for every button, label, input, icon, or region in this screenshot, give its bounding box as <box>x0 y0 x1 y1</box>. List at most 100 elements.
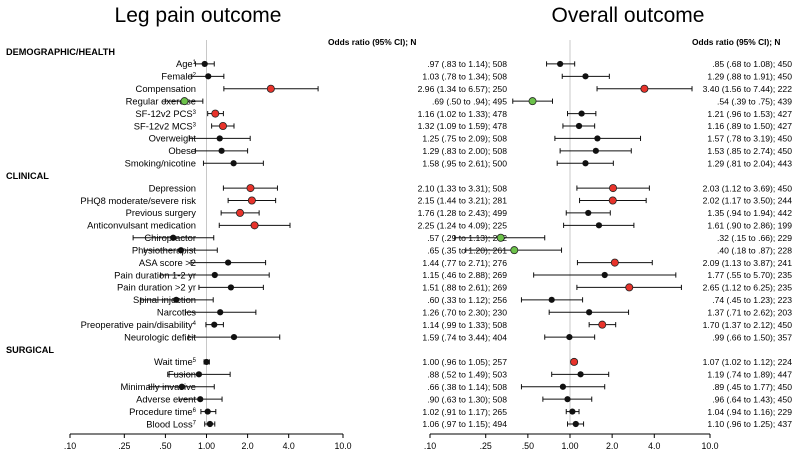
row-label-text: Previous surgery <box>126 207 197 218</box>
ci-value-text: 2.25 (1.24 to 4.09); 225 <box>418 221 508 231</box>
point-estimate <box>211 321 218 328</box>
leg-pain-panel: Leg pain outcome Odds ratio (95% CI); N .1… <box>6 4 507 451</box>
row-label-footnote: 5 <box>193 358 197 364</box>
point-estimate <box>227 284 235 291</box>
point-estimate <box>564 396 571 403</box>
row-label-footnote: 3 <box>193 122 197 128</box>
ci-column-header: Odds ratio (95% CI); N <box>692 37 780 47</box>
row-label: Procedure time6 <box>129 406 197 417</box>
row-label-footnote: 4 <box>193 321 197 327</box>
ci-value-text: 1.16 (.89 to 1.50); 427 <box>707 121 792 131</box>
point-estimate <box>230 333 238 341</box>
row-label: Compensation <box>136 83 196 94</box>
row-label: Preoperative pain/disability4 <box>81 319 197 330</box>
point-estimate <box>595 222 603 229</box>
x-tick-label: 2.0 <box>241 441 253 451</box>
ci-value-text: 1.44 (.77 to 2.71); 276 <box>422 258 507 268</box>
point-estimate <box>582 73 589 80</box>
point-estimate <box>510 246 519 255</box>
ci-value-text: 1.76 (1.28 to 2.43); 499 <box>418 208 508 218</box>
point-estimate <box>594 135 601 142</box>
row-label-text: Neurologic deficit <box>124 331 196 342</box>
ci-value-text: 1.57 (.78 to 3.19); 450 <box>707 134 792 144</box>
ci-value-text: .40 (.18 to .87); 228 <box>717 245 792 255</box>
chart-title: Leg pain outcome <box>115 4 282 27</box>
point-estimate <box>211 109 220 118</box>
ci-value-text: 1.00 (.96 to 1.05); 257 <box>422 357 507 367</box>
point-estimate <box>566 333 573 341</box>
ci-value-text: 1.37 (.71 to 2.62); 203 <box>707 307 792 317</box>
ci-value-text: .60 (.33 to 1.12); 256 <box>427 295 507 305</box>
point-estimate <box>218 122 227 131</box>
point-estimate <box>585 209 592 217</box>
row-label-text: Female <box>161 71 192 82</box>
ci-value-text: .97 (.83 to 1.14); 508 <box>427 59 507 69</box>
point-estimate <box>557 60 564 68</box>
row-label: Neurologic deficit <box>124 331 196 342</box>
row-label-text: ASA score >2 <box>139 257 196 268</box>
point-estimate <box>592 147 599 154</box>
ci-value-text: .74 (.45 to 1.23); 223 <box>712 295 792 305</box>
point-estimate <box>195 371 203 378</box>
row-label-text: Depression <box>149 182 196 193</box>
ci-value-text: 1.16 (1.02 to 1.33); 478 <box>418 109 508 119</box>
ci-value-text: 1.32 (1.09 to 1.59); 478 <box>418 121 508 131</box>
x-tick-label: .10 <box>424 441 436 451</box>
point-estimate <box>204 408 211 415</box>
row-label-text: Narcotics <box>157 307 196 318</box>
row-label: Wait time5 <box>154 356 197 367</box>
point-estimate <box>640 84 649 93</box>
point-estimate <box>173 296 180 303</box>
ci-value-text: 1.07 (1.02 to 1.12); 224 <box>703 357 793 367</box>
row-label-text: Smoking/nicotine <box>125 158 196 169</box>
x-tick-label: 2.0 <box>606 441 618 451</box>
row-label: Regular exercise <box>126 95 196 106</box>
ci-value-text: 1.29 (.81 to 2.04); 443 <box>707 158 792 168</box>
row-label: Age1 <box>176 58 197 69</box>
point-estimate <box>178 383 185 390</box>
x-tick-label: .50 <box>522 441 534 451</box>
point-estimate <box>559 383 567 390</box>
x-tick-label: .50 <box>159 441 171 451</box>
row-label-text: Overweight <box>149 133 197 144</box>
ci-value-text: 1.14 (.99 to 1.33); 508 <box>422 320 507 330</box>
row-label-text: Regular exercise <box>126 95 196 106</box>
row-label-text: Anticonvulsant medication <box>87 220 196 231</box>
x-axis: .10 .25 .50 1.00 2.0 4.0 10.0 <box>424 433 719 451</box>
row-label: Narcotics <box>157 307 196 318</box>
row-label-text: Pain duration >2 yr <box>117 282 196 293</box>
row-label-text: Adverse event <box>136 393 196 404</box>
row-label: ASA score >2 <box>139 257 196 268</box>
point-estimate <box>246 184 255 193</box>
point-estimate <box>608 196 617 205</box>
row-label: PHQ8 moderate/severe risk <box>80 195 196 206</box>
row-label-text: Obese <box>168 145 196 156</box>
ci-value-text: 1.77 (.55 to 5.70); 235 <box>707 270 792 280</box>
row-label-text: Blood Loss <box>146 418 193 429</box>
ci-value-text: .69 (.50 to .94); 495 <box>432 96 507 106</box>
ci-value-text: 1.61 (.90 to 2.86); 199 <box>707 221 792 231</box>
ci-value-text: 1.59 (.74 to 3.44); 404 <box>422 332 507 342</box>
ci-value-text: 1.15 (.46 to 2.88); 269 <box>422 270 507 280</box>
point-estimate <box>206 420 214 428</box>
point-estimate <box>230 160 237 167</box>
ci-value-text: .90 (.63 to 1.30); 508 <box>427 394 507 404</box>
ci-value-text: .96 (.64 to 1.43); 450 <box>712 394 792 404</box>
point-estimate <box>586 309 593 316</box>
point-estimate <box>250 221 259 230</box>
ci-value-text: .88 (.52 to 1.49); 503 <box>427 370 507 380</box>
group-header: DEMOGRAPHIC/HEALTH <box>6 47 115 57</box>
x-tick-label: 4.0 <box>283 441 295 451</box>
ci-value-text: 2.65 (1.12 to 6.25); 235 <box>703 283 793 293</box>
x-tick-label: .25 <box>118 441 130 451</box>
ci-value-text: 1.06 (.97 to 1.15); 494 <box>422 419 507 429</box>
ci-value-text: .32 (.15 to .66); 229 <box>717 233 792 243</box>
x-tick-label: .25 <box>480 441 492 451</box>
ci-value-text: 2.03 (1.12 to 3.69); 450 <box>703 183 793 193</box>
row-label: Previous surgery <box>126 207 197 218</box>
ci-value-text: 1.35 (.94 to 1.94); 442 <box>707 208 792 218</box>
point-estimate <box>247 196 256 205</box>
point-estimate <box>601 271 608 279</box>
row-label-text: Compensation <box>136 83 196 94</box>
ci-value-text: 1.02 (.91 to 1.17); 265 <box>422 407 507 417</box>
